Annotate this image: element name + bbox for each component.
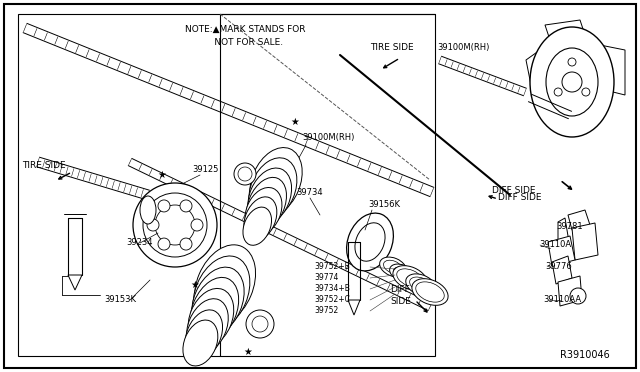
Text: 39734: 39734	[296, 188, 323, 197]
Ellipse shape	[250, 148, 302, 217]
Ellipse shape	[406, 274, 436, 296]
Ellipse shape	[247, 177, 287, 231]
Ellipse shape	[180, 200, 192, 212]
Ellipse shape	[147, 219, 159, 231]
Ellipse shape	[568, 58, 576, 66]
Polygon shape	[552, 256, 572, 284]
Text: 39100M(RH): 39100M(RH)	[437, 43, 490, 52]
Ellipse shape	[158, 238, 170, 250]
Text: ★: ★	[244, 347, 252, 357]
Ellipse shape	[410, 277, 433, 293]
Text: R3910046: R3910046	[560, 350, 610, 360]
Ellipse shape	[390, 264, 414, 282]
Ellipse shape	[188, 288, 234, 348]
Ellipse shape	[185, 310, 223, 360]
Polygon shape	[68, 275, 82, 290]
Text: 39125: 39125	[192, 165, 218, 174]
Ellipse shape	[562, 72, 582, 92]
Polygon shape	[558, 276, 582, 306]
Ellipse shape	[193, 256, 250, 331]
Ellipse shape	[347, 213, 394, 271]
Ellipse shape	[238, 167, 252, 181]
Ellipse shape	[394, 267, 410, 279]
Ellipse shape	[191, 219, 203, 231]
Ellipse shape	[380, 257, 406, 277]
Text: 39110AA: 39110AA	[543, 295, 581, 304]
Ellipse shape	[248, 168, 292, 225]
Text: DIFF SIDE: DIFF SIDE	[492, 186, 536, 195]
Ellipse shape	[249, 158, 297, 221]
Ellipse shape	[180, 238, 192, 250]
Polygon shape	[348, 300, 360, 315]
Text: TIRE SIDE: TIRE SIDE	[370, 43, 413, 52]
Polygon shape	[600, 45, 625, 95]
Polygon shape	[558, 218, 570, 252]
Ellipse shape	[530, 27, 614, 137]
Ellipse shape	[393, 266, 427, 290]
Text: 39100M(RH): 39100M(RH)	[302, 133, 355, 142]
Ellipse shape	[416, 282, 444, 302]
Ellipse shape	[582, 88, 590, 96]
Text: DIFF: DIFF	[390, 285, 410, 294]
Ellipse shape	[383, 260, 403, 274]
Text: 39156K: 39156K	[368, 200, 400, 209]
Text: 39110A: 39110A	[539, 240, 571, 249]
Ellipse shape	[195, 245, 255, 325]
Polygon shape	[545, 20, 590, 55]
Ellipse shape	[143, 193, 207, 257]
Text: NOTE:▲MARK STANDS FOR: NOTE:▲MARK STANDS FOR	[185, 25, 305, 34]
Ellipse shape	[140, 196, 156, 224]
Ellipse shape	[355, 223, 385, 261]
Ellipse shape	[187, 299, 228, 354]
Ellipse shape	[252, 316, 268, 332]
Text: 39153K: 39153K	[104, 295, 136, 304]
Ellipse shape	[183, 320, 218, 366]
Ellipse shape	[234, 163, 256, 185]
Ellipse shape	[244, 197, 277, 241]
Ellipse shape	[158, 200, 170, 212]
Text: ★: ★	[157, 170, 166, 180]
Text: 39734+B: 39734+B	[314, 284, 350, 293]
Ellipse shape	[246, 310, 274, 338]
Text: 39752+C: 39752+C	[314, 295, 350, 304]
Text: 39774: 39774	[314, 273, 339, 282]
Ellipse shape	[243, 207, 271, 245]
Text: ★: ★	[191, 280, 200, 290]
Ellipse shape	[155, 205, 195, 245]
Ellipse shape	[192, 267, 244, 336]
Text: 39752: 39752	[314, 306, 339, 315]
Text: TIRE SIDE: TIRE SIDE	[22, 161, 66, 170]
Ellipse shape	[245, 187, 282, 235]
Ellipse shape	[570, 288, 586, 304]
Text: ★: ★	[291, 117, 300, 127]
Text: 39752+B: 39752+B	[314, 262, 349, 271]
Ellipse shape	[133, 183, 217, 267]
Ellipse shape	[397, 269, 423, 287]
Text: 39234: 39234	[126, 238, 152, 247]
Text: DIFF SIDE: DIFF SIDE	[498, 193, 541, 202]
Ellipse shape	[412, 279, 448, 305]
Text: 39776: 39776	[545, 262, 572, 271]
Polygon shape	[526, 50, 545, 90]
Bar	[18, 14, 435, 356]
Polygon shape	[572, 223, 598, 260]
Polygon shape	[568, 210, 590, 230]
Text: NOT FOR SALE.: NOT FOR SALE.	[200, 38, 283, 47]
Ellipse shape	[554, 88, 562, 96]
Ellipse shape	[546, 48, 598, 116]
Ellipse shape	[190, 278, 239, 342]
Text: 39781: 39781	[556, 222, 582, 231]
Text: SIDE: SIDE	[390, 297, 411, 306]
Polygon shape	[548, 236, 575, 266]
